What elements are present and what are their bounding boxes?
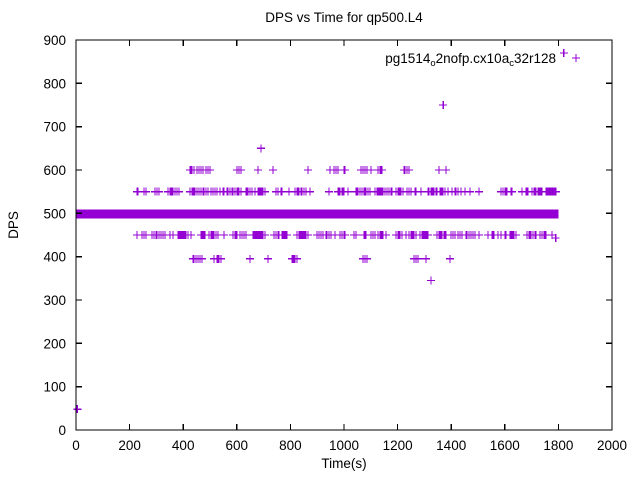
x-tick-label: 0 (72, 438, 80, 453)
data-point-marker (417, 187, 425, 196)
data-point-marker (235, 166, 243, 174)
data-point-marker (187, 231, 195, 239)
data-point-marker (352, 231, 360, 239)
data-point-marker (341, 166, 349, 174)
outlier-point-marker (73, 405, 82, 414)
data-point-marker (377, 166, 385, 174)
axis-labels-layer: 0 100 200 300 400 500 600 700 800 900 0 200 400 600 80… (43, 33, 627, 453)
data-point-marker (442, 166, 450, 174)
data-point-marker (206, 166, 214, 174)
x-tick-label: 1600 (490, 438, 520, 453)
data-point-marker (382, 231, 390, 239)
data-point-marker (306, 187, 314, 196)
x-tick-label: 600 (226, 438, 249, 453)
data-point-marker (508, 187, 516, 196)
legend: pg1514o2nofp.cx10ac32r128 (385, 51, 580, 69)
y-tick-label: 700 (43, 120, 66, 135)
data-point-marker (155, 187, 163, 196)
page-title: DPS vs Time for qp500.L4 (265, 10, 423, 25)
legend-sample-marker (572, 54, 580, 62)
data-point-layer (73, 49, 568, 414)
data-point-marker (405, 166, 413, 174)
data-point-marker (466, 187, 474, 196)
data-point-marker (278, 187, 286, 196)
data-point-marker (414, 254, 422, 263)
data-point-marker (301, 231, 309, 239)
data-point-marker (341, 231, 349, 239)
data-point-marker (142, 187, 150, 196)
y-tick-label: 400 (43, 250, 66, 265)
data-point-marker (423, 231, 431, 239)
data-point-marker (261, 231, 269, 239)
y-tick-label: 100 (43, 380, 66, 395)
x-tick-label: 400 (172, 438, 195, 453)
data-point-marker (291, 254, 299, 263)
data-point-marker (304, 166, 312, 174)
data-point-marker (427, 276, 435, 285)
data-point-marker (552, 187, 560, 196)
data-point-marker (363, 254, 371, 263)
outlier-point-marker (559, 49, 568, 57)
outlier-point-marker (439, 101, 448, 109)
outlier-point-marker (256, 144, 265, 153)
x-tick-label: 2000 (597, 438, 627, 453)
data-point-marker (254, 166, 262, 174)
data-point-marker (198, 254, 206, 263)
legend-marker-icon (572, 54, 580, 62)
data-point-marker (446, 254, 454, 263)
data-point-marker (269, 166, 277, 174)
legend-entry-label: pg1514o2nofp.cx10ac32r128 (385, 51, 556, 69)
data-point-marker (475, 231, 483, 239)
axes-layer (75, 39, 613, 431)
data-point-marker (282, 231, 290, 239)
y-tick-label: 200 (43, 336, 66, 351)
data-point-marker (475, 187, 483, 196)
data-point-marker (258, 187, 266, 196)
data-point-marker (435, 166, 443, 174)
y-tick-label: 300 (43, 293, 66, 308)
y-tick-label: 500 (43, 206, 66, 221)
data-point-marker (325, 187, 333, 196)
y-tick-label: 900 (43, 33, 66, 48)
data-point-marker (175, 187, 183, 196)
data-point-marker (422, 254, 430, 263)
x-tick-label: 1000 (329, 438, 359, 453)
outlier-point-marker (551, 234, 560, 243)
data-point-marker (220, 231, 228, 239)
data-point-marker (246, 254, 254, 263)
y-tick-label: 600 (43, 163, 66, 178)
y-tick-label: 0 (58, 423, 66, 438)
data-point-marker (264, 254, 272, 263)
data-point-marker (242, 231, 250, 239)
data-point-marker (344, 187, 352, 196)
x-tick-label: 1800 (543, 438, 573, 453)
x-tick-label: 200 (118, 438, 141, 453)
data-point-marker (235, 187, 243, 196)
x-tick-label: 1400 (436, 438, 466, 453)
data-point-marker (214, 254, 222, 263)
x-tick-label: 800 (279, 438, 302, 453)
x-tick-label: 1200 (383, 438, 413, 453)
x-axis-title: Time(s) (321, 456, 366, 471)
y-axis-title: DPS (6, 211, 21, 239)
data-point-marker (367, 166, 375, 174)
data-point-marker (509, 231, 517, 239)
y-tick-label: 800 (43, 76, 66, 91)
